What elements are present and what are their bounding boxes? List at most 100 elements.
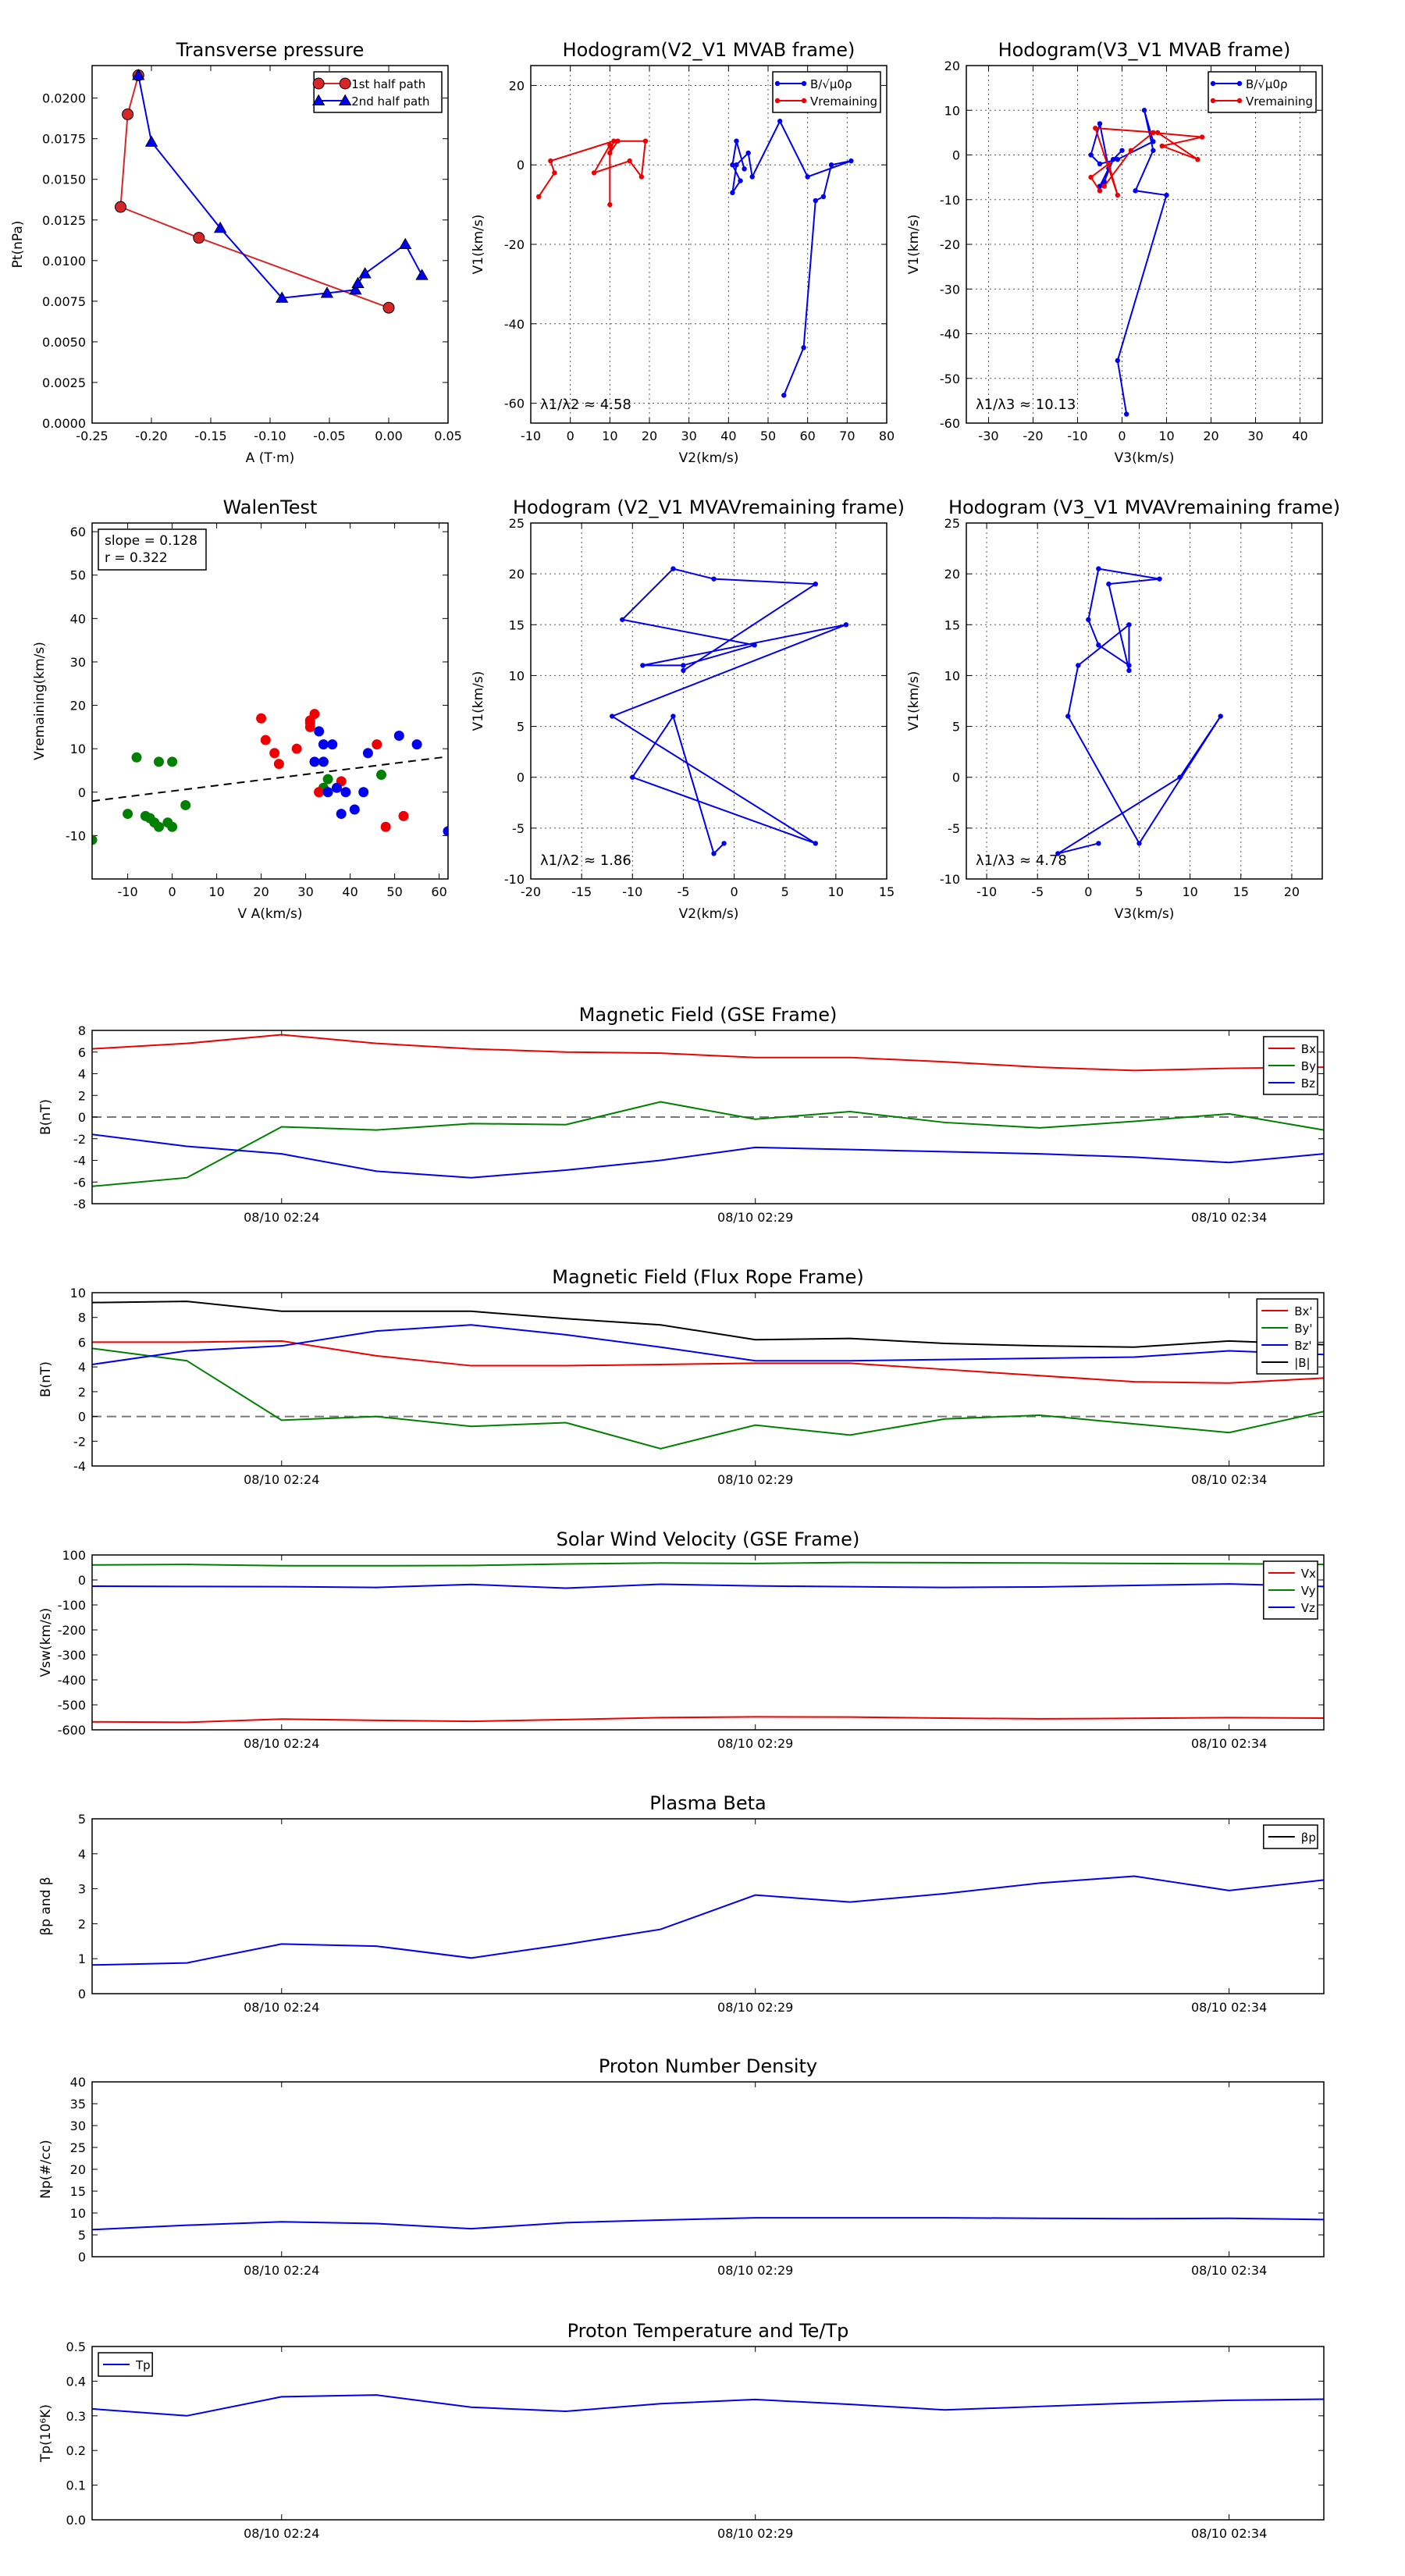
x-tick-label: 08/10 02:29 xyxy=(717,1472,793,1487)
x-tick-label: 0 xyxy=(730,884,738,899)
data-point xyxy=(362,748,373,759)
y-tick-label: 4 xyxy=(78,1067,86,1082)
data-point xyxy=(749,174,755,180)
data-point xyxy=(627,158,632,164)
y-tick-label: -40 xyxy=(940,327,960,342)
legend-box xyxy=(98,528,207,571)
y-tick-label: 10 xyxy=(70,2206,86,2221)
data-point xyxy=(1126,622,1132,628)
data-point xyxy=(314,726,325,737)
y-tick-label: 0.0025 xyxy=(42,375,86,390)
chart-title: Proton Temperature and Te/Tp xyxy=(567,2320,849,2342)
y-tick-label: -40 xyxy=(504,317,525,332)
y-tick-label: 40 xyxy=(70,611,86,626)
x-tick-label: -5 xyxy=(1031,884,1044,899)
x-tick-label: 60 xyxy=(431,884,446,899)
chart-title: Proton Number Density xyxy=(599,2055,817,2077)
legend-label: Vz xyxy=(1301,1601,1315,1615)
data-point xyxy=(1151,139,1156,144)
data-point xyxy=(123,809,133,820)
data-point xyxy=(193,232,205,244)
data-point xyxy=(615,138,621,144)
y-tick-label: 2 xyxy=(78,1916,86,1931)
x-tick-label: 08/10 02:24 xyxy=(244,2526,319,2541)
y-tick-label: 0.0175 xyxy=(42,132,86,147)
y-tick-label: 10 xyxy=(70,742,86,756)
data-point xyxy=(1106,581,1112,587)
data-point xyxy=(336,809,347,820)
annotation-text: λ1/λ3 ≈ 10.13 xyxy=(976,397,1076,413)
legend-marker xyxy=(774,80,781,87)
data-point xyxy=(730,162,735,168)
y-axis-label: V1(km/s) xyxy=(906,215,922,275)
y-tick-label: 0 xyxy=(78,1987,86,2001)
data-point xyxy=(273,759,284,770)
legend-label: Tp xyxy=(135,2358,151,2372)
data-point xyxy=(848,158,854,164)
data-point xyxy=(304,715,315,726)
data-point xyxy=(415,269,429,280)
y-tick-label: -600 xyxy=(58,1723,86,1738)
y-tick-label: 15 xyxy=(70,2184,86,2199)
x-tick-label: 40 xyxy=(720,429,736,443)
series-line xyxy=(1090,109,1168,415)
y-tick-label: -10 xyxy=(940,193,960,208)
data-point xyxy=(144,135,158,147)
x-tick-label: 08/10 02:29 xyxy=(717,2000,793,2015)
x-tick-label: 20 xyxy=(1284,884,1300,899)
x-tick-label: 08/10 02:34 xyxy=(1191,1472,1267,1487)
data-point xyxy=(154,756,164,767)
data-point xyxy=(1106,161,1112,167)
y-tick-label: -400 xyxy=(58,1673,86,1688)
x-tick-label: 0.05 xyxy=(434,429,462,443)
y-tick-label: 25 xyxy=(70,2140,86,2155)
chart-p9: Solar Wind Velocity (GSE Frame) -600 -500 -… xyxy=(38,1528,1325,1751)
legend-marker xyxy=(1236,80,1243,87)
data-point xyxy=(1141,108,1147,113)
y-tick-label: 6 xyxy=(78,1045,86,1060)
plot-area xyxy=(92,1034,1324,1187)
legend-label: Bz' xyxy=(1294,1339,1311,1353)
legend-label: Bz xyxy=(1301,1076,1315,1091)
data-point xyxy=(1124,411,1129,417)
x-tick-label: -5 xyxy=(677,884,689,899)
x-tick-label: -10 xyxy=(521,429,541,443)
y-tick-label: 0 xyxy=(78,1573,86,1588)
data-point xyxy=(681,663,686,668)
legend-marker xyxy=(1236,98,1243,104)
data-point xyxy=(351,276,365,288)
y-tick-label: 20 xyxy=(509,567,525,582)
y-axis-label: B(nT) xyxy=(38,1099,54,1135)
x-tick-label: 0 xyxy=(1084,884,1092,899)
x-tick-label: -20 xyxy=(1023,429,1043,443)
x-tick-label: 08/10 02:24 xyxy=(244,2000,319,2015)
x-tick-label: 30 xyxy=(297,884,313,899)
data-point xyxy=(781,393,787,398)
data-point xyxy=(318,739,329,750)
data-point xyxy=(552,170,557,176)
x-tick-label: -10 xyxy=(118,884,138,899)
legend-label: r = 0.322 xyxy=(105,550,168,566)
x-tick-label: 10 xyxy=(208,884,224,899)
y-axis-label: Vremaining(km/s) xyxy=(32,642,48,760)
data-point xyxy=(1065,713,1071,719)
y-tick-label: 10 xyxy=(70,1286,86,1300)
y-tick-label: 10 xyxy=(509,668,525,683)
data-point xyxy=(1159,143,1165,149)
data-point xyxy=(777,119,783,124)
y-tick-label: 0.0050 xyxy=(42,335,86,350)
chart-p3: Hodogram(V3_V1 MVAB frame) -60 -50 -40 -30 -2… xyxy=(906,39,1323,466)
data-point xyxy=(1133,188,1138,194)
data-point xyxy=(1096,841,1101,846)
data-point xyxy=(382,301,395,314)
chart-p12: Proton Temperature and Te/Tp 0.0 0.1 0.2 0.3… xyxy=(38,2320,1325,2541)
fit-line xyxy=(92,756,448,802)
data-point xyxy=(180,799,191,810)
data-point xyxy=(380,821,391,832)
data-point xyxy=(607,150,613,156)
x-tick-label: 50 xyxy=(760,429,776,443)
x-tick-label: 40 xyxy=(1292,429,1307,443)
data-point xyxy=(1097,161,1103,167)
legend-label: Vremaining xyxy=(810,94,877,109)
x-tick-label: 10 xyxy=(828,884,844,899)
